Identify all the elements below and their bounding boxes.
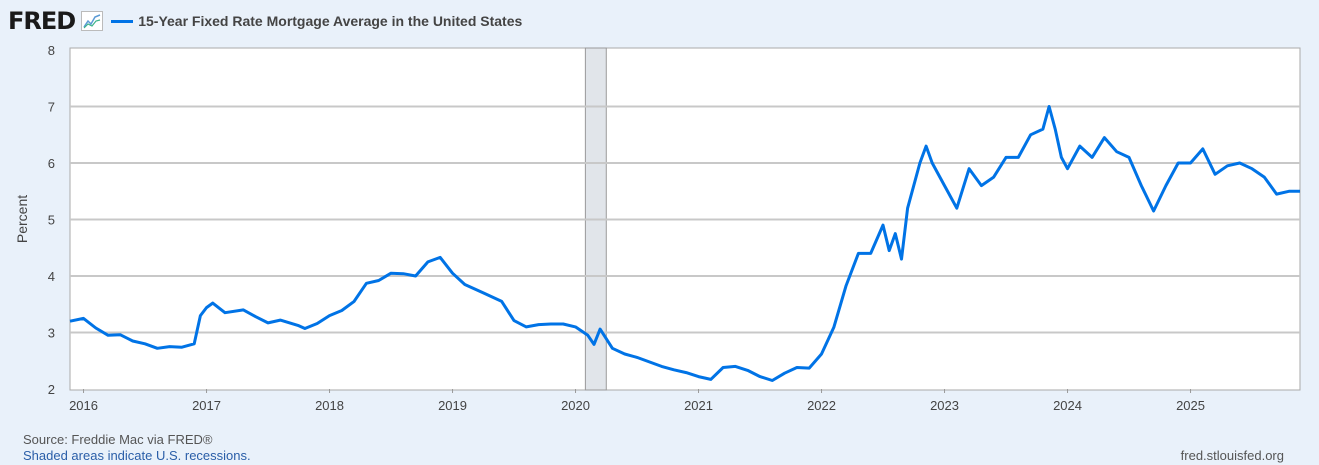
- site-link[interactable]: fred.stlouisfed.org: [1180, 448, 1284, 463]
- y-tick-label: 7: [48, 100, 55, 115]
- x-tick-label: 2024: [1053, 398, 1082, 413]
- y-tick-label: 6: [48, 156, 55, 171]
- x-tick-label: 2018: [315, 398, 344, 413]
- x-tick-label: 2022: [807, 398, 836, 413]
- y-tick-label: 8: [48, 43, 55, 58]
- source-note: Source: Freddie Mac via FRED®: [23, 432, 213, 447]
- y-axis-label: Percent: [14, 195, 30, 243]
- x-tick-label: 2021: [684, 398, 713, 413]
- x-tick-label: 2025: [1176, 398, 1205, 413]
- x-tick-label: 2019: [438, 398, 467, 413]
- chart-area: 2 3 4 5 6 7 8 2016 2017 2018 2019 2020 2021 2022 2023 2…: [14, 43, 1301, 413]
- y-tick-label: 5: [48, 213, 55, 228]
- line-chart-icon: [81, 11, 104, 31]
- y-tick-label: 4: [48, 269, 55, 284]
- legend-label[interactable]: 15-Year Fixed Rate Mortgage Average in t…: [138, 13, 523, 29]
- x-tick-label: 2017: [192, 398, 221, 413]
- x-tick-label: 2023: [930, 398, 959, 413]
- y-tick-label: 3: [48, 326, 55, 341]
- legend-swatch: [111, 19, 134, 23]
- y-tick-label: 2: [48, 382, 55, 397]
- recession-note-link[interactable]: Shaded areas indicate U.S. recessions.: [23, 448, 251, 463]
- chart-header: FRED 15-Year Fixed Rate Mortgage Average…: [8, 6, 522, 36]
- x-tick-label: 2020: [561, 398, 590, 413]
- fred-logo[interactable]: FRED: [8, 7, 76, 35]
- x-tick-label: 2016: [69, 398, 98, 413]
